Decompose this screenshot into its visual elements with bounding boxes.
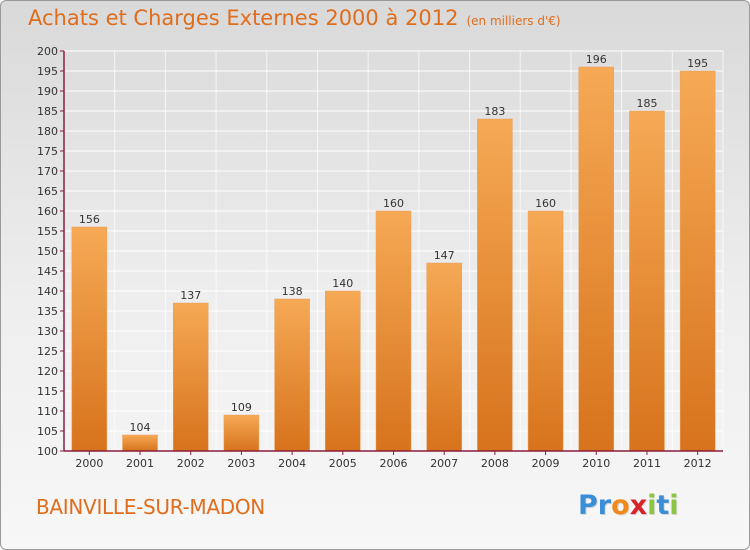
y-tick-label: 130 — [37, 325, 58, 338]
data-label: 137 — [180, 289, 201, 302]
y-tick-label: 175 — [37, 145, 58, 158]
logo-letter: o — [611, 490, 630, 521]
chart-title: Achats et Charges Externes 2000 à 2012 (e… — [28, 6, 561, 30]
x-tick-label: 2010 — [582, 457, 610, 470]
y-tick-label: 200 — [37, 45, 58, 58]
y-tick-label: 190 — [37, 85, 58, 98]
logo-letter: i — [669, 490, 679, 521]
logo-letter: t — [656, 490, 670, 521]
bar — [426, 262, 462, 452]
data-label: 160 — [383, 197, 404, 210]
data-label: 156 — [79, 213, 100, 226]
y-tick-label: 155 — [37, 225, 58, 238]
y-tick-label: 145 — [37, 265, 58, 278]
y-tick-label: 135 — [37, 305, 58, 318]
y-tick-label: 185 — [37, 105, 58, 118]
bar — [375, 210, 412, 452]
x-tick-label: 2006 — [380, 457, 408, 470]
x-tick-label: 2011 — [633, 457, 661, 470]
y-tick-label: 150 — [37, 245, 58, 258]
x-tick-label: 2009 — [532, 457, 560, 470]
y-tick-label: 180 — [37, 125, 58, 138]
data-label: 140 — [332, 277, 353, 290]
x-tick-label: 2008 — [481, 457, 509, 470]
labels: 100 105 110 115 120 125 130 135 140 145 150 155 160 1… — [37, 45, 712, 470]
bar — [223, 414, 260, 452]
x-tick-label: 2004 — [278, 457, 306, 470]
proxiti-logo: Proxiti — [578, 490, 679, 521]
y-tick-label: 195 — [37, 65, 58, 78]
bar — [71, 226, 108, 452]
logo-letter: P — [578, 490, 598, 521]
y-tick-label: 110 — [37, 405, 58, 418]
y-tick-label: 115 — [37, 385, 58, 398]
x-tick-label: 2007 — [430, 457, 458, 470]
commune-name: BAINVILLE-SUR-MADON — [36, 495, 265, 519]
y-tick-label: 105 — [37, 425, 58, 438]
bar — [527, 210, 564, 452]
bar — [477, 118, 513, 452]
y-tick-label: 100 — [37, 445, 58, 458]
bar — [679, 70, 716, 452]
axes — [60, 50, 723, 455]
data-label: 104 — [130, 421, 151, 434]
bar — [274, 298, 310, 452]
y-tick-label: 140 — [37, 285, 58, 298]
bar — [325, 290, 361, 452]
logo-letter: i — [647, 490, 657, 521]
y-tick-label: 165 — [37, 185, 58, 198]
chart-subtitle: (en milliers d'€) — [466, 14, 561, 28]
data-label: 109 — [231, 401, 252, 414]
data-label: 196 — [586, 53, 607, 66]
data-label: 160 — [535, 197, 556, 210]
chart-title-text: Achats et Charges Externes 2000 à 2012 — [28, 6, 459, 30]
bars — [71, 66, 716, 452]
data-label: 185 — [636, 97, 657, 110]
x-tick-label: 2000 — [75, 457, 103, 470]
bar — [172, 302, 209, 452]
x-tick-label: 2005 — [329, 457, 357, 470]
x-tick-label: 2003 — [227, 457, 255, 470]
y-tick-label: 170 — [37, 165, 58, 178]
x-tick-label: 2012 — [684, 457, 712, 470]
data-label: 147 — [434, 249, 455, 262]
logo-letter: r — [597, 490, 612, 521]
y-tick-label: 120 — [37, 365, 58, 378]
bar — [629, 110, 665, 452]
logo-letter: x — [629, 490, 648, 521]
data-label: 183 — [484, 105, 505, 118]
bar — [122, 434, 158, 452]
y-tick-label: 160 — [37, 205, 58, 218]
y-tick-label: 125 — [37, 345, 58, 358]
bar — [578, 66, 615, 452]
data-label: 138 — [282, 285, 303, 298]
x-tick-label: 2002 — [177, 457, 205, 470]
data-label: 195 — [687, 57, 708, 70]
x-tick-label: 2001 — [126, 457, 154, 470]
